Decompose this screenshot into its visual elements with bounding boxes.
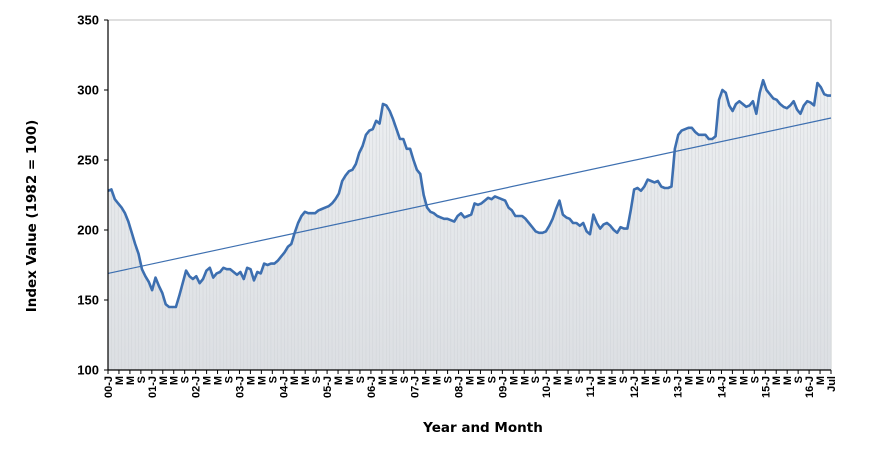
y-tick-label: 300	[77, 83, 99, 98]
x-tick-label: M	[475, 376, 487, 385]
x-tick-label: M	[519, 376, 531, 385]
x-tick-label: M	[771, 376, 783, 385]
x-tick-label: M	[344, 376, 356, 385]
series-area-fill	[108, 80, 831, 370]
x-tick-label: M	[640, 376, 652, 385]
x-tick-label: M	[782, 376, 794, 385]
x-tick-label: M	[169, 376, 181, 385]
x-tick-label: M	[695, 376, 707, 385]
x-tick-label: S	[486, 376, 498, 383]
x-tick-label: Jul	[826, 376, 838, 392]
y-tick-label: 250	[77, 153, 99, 168]
x-tick-label: M	[421, 376, 433, 385]
x-tick-label: S	[399, 376, 411, 383]
x-tick-label: 10-J	[541, 376, 553, 398]
x-tick-label: 08-J	[454, 376, 466, 398]
x-tick-label: 00-J	[103, 376, 115, 398]
x-tick-label: S	[224, 376, 236, 383]
x-tick-label: M	[114, 376, 126, 385]
x-tick-label: M	[465, 376, 477, 385]
x-tick-label: 02-J	[191, 376, 203, 398]
x-tick-label: S	[706, 376, 718, 383]
trend-line	[107, 117, 832, 274]
x-tick-label: 12-J	[629, 376, 641, 398]
x-tick-label: S	[355, 376, 367, 383]
x-tick-label: 01-J	[147, 376, 159, 398]
y-tick-label: 350	[77, 13, 99, 28]
x-tick-label: 06-J	[366, 376, 378, 398]
x-tick-label: 11-J	[585, 376, 597, 397]
x-tick-label: M	[432, 376, 444, 385]
x-tick-label: S	[267, 376, 279, 383]
x-tick-label: M	[289, 376, 301, 385]
x-tick-label: M	[213, 376, 225, 385]
x-tick-label: 14-J	[716, 376, 728, 398]
x-tick-label: M	[300, 376, 312, 385]
x-tick-label: M	[377, 376, 389, 385]
x-tick-label: S	[574, 376, 586, 383]
x-tick-label: 15-J	[760, 376, 772, 398]
x-tick-label: M	[607, 376, 619, 385]
x-tick-label: 07-J	[410, 376, 422, 398]
x-tick-label: M	[738, 376, 750, 385]
y-axis-title: Index Value (1982 = 100)	[24, 120, 40, 313]
x-tick-label: S	[793, 376, 805, 383]
x-tick-label: M	[552, 376, 564, 385]
x-tick-label: 05-J	[322, 376, 334, 398]
x-tick-label: M	[245, 376, 257, 385]
x-tick-label: 13-J	[673, 376, 685, 398]
x-tick-label: M	[727, 376, 739, 385]
x-tick-label: S	[136, 376, 148, 383]
x-tick-label: M	[256, 376, 268, 385]
x-axis-title: Year and Month	[422, 420, 543, 436]
x-tick-label: S	[618, 376, 630, 383]
x-tick-label: M	[202, 376, 214, 385]
x-tick-label: 16-J	[804, 376, 816, 398]
x-tick-label: S	[530, 376, 542, 383]
x-tick-label: S	[662, 376, 674, 383]
x-tick-label: M	[125, 376, 137, 385]
series-line-index-value	[107, 78, 831, 309]
y-tick-label: 200	[77, 223, 99, 238]
x-tick-label: S	[749, 376, 761, 383]
x-tick-label: M	[596, 376, 608, 385]
x-tick-label: S	[443, 376, 455, 383]
x-tick-label: M	[508, 376, 520, 385]
x-tick-label: M	[333, 376, 345, 385]
x-tick-label: M	[388, 376, 400, 385]
x-tick-label: 03-J	[234, 376, 246, 398]
y-tick-label: 100	[77, 363, 99, 378]
x-tick-label: M	[158, 376, 170, 385]
x-tick-label: S	[180, 376, 192, 383]
x-tick-label: S	[311, 376, 323, 383]
x-tick-label: M	[651, 376, 663, 385]
x-tick-label: M	[684, 376, 696, 385]
x-tick-label: M	[815, 376, 827, 385]
y-tick-label: 150	[77, 293, 99, 308]
x-tick-label: M	[563, 376, 575, 385]
x-tick-label: 04-J	[278, 376, 290, 398]
x-tick-label: 09-J	[497, 376, 509, 398]
